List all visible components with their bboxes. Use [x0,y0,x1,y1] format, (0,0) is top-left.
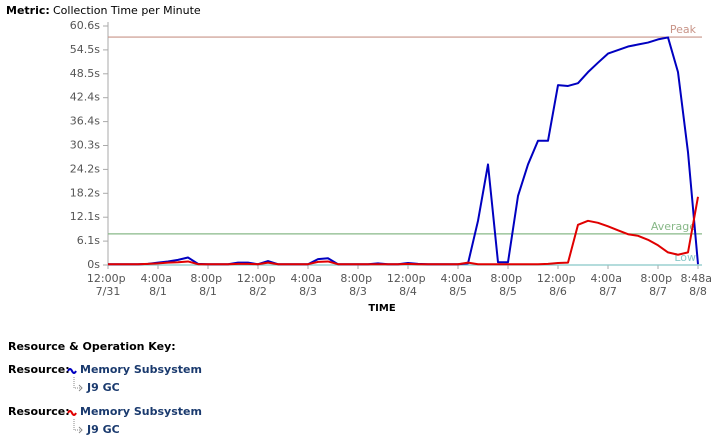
x-tick-label: 4:00a 8/3 [291,272,326,298]
y-tick-label: 54.5s [70,43,100,56]
x-tick-label: 4:00a 8/7 [591,272,626,298]
y-tick-label: 6.1s [77,234,100,247]
key-connector [73,377,80,389]
key-resource-label: Resource: [8,363,70,376]
y-tick-label: 30.3s [70,139,100,152]
x-tick-label: 8:00p 8/5 [490,272,525,298]
chart-title: Collection Time per Minute [53,4,201,17]
x-tick-label: 4:00a 8/1 [141,272,176,298]
series-line [108,196,699,266]
key-operation: J9 GC [86,423,120,436]
key-title: Resource & Operation Key: [8,340,176,353]
key-swatch [67,410,77,416]
x-tick-label: 4:00a 8/5 [441,272,476,298]
key-connector [73,419,80,431]
key-swatch [67,368,77,374]
key-resource: Memory Subsystem [80,363,202,376]
y-tick-label: 48.5s [70,67,100,80]
y-tick-label: 12.1s [70,210,100,223]
reference-label: Average [651,220,696,233]
x-tick-label: 12:00p 8/6 [537,272,579,298]
y-tick-label: 36.4s [70,115,100,128]
y-tick-label: 60.6s [70,19,100,32]
x-tick-label: 8:00p 8/7 [640,272,675,298]
x-tick-label: 8:48a 8/8 [681,272,716,298]
y-tick-label: 24.2s [70,162,100,175]
series-line [108,36,699,266]
key-arrow [78,426,83,434]
x-tick-label: 8:00p 8/3 [340,272,375,298]
key-arrow [78,384,83,392]
key-resource: Memory Subsystem [80,405,202,418]
x-tick-label: 12:00p 8/4 [387,272,429,298]
metric-label: Metric: [6,4,50,17]
key-resource-label: Resource: [8,405,70,418]
y-tick-label: 18.2s [70,186,100,199]
x-tick-label: 12:00p 8/2 [237,272,279,298]
x-axis-label: TIME [368,303,395,314]
y-tick-label: 42.4s [70,91,100,104]
x-tick-label: 12:00p 7/31 [87,272,129,298]
y-tick-label: 0s [87,258,100,271]
reference-label: Peak [670,23,697,36]
key-operation: J9 GC [86,381,120,394]
x-tick-label: 8:00p 8/1 [190,272,225,298]
